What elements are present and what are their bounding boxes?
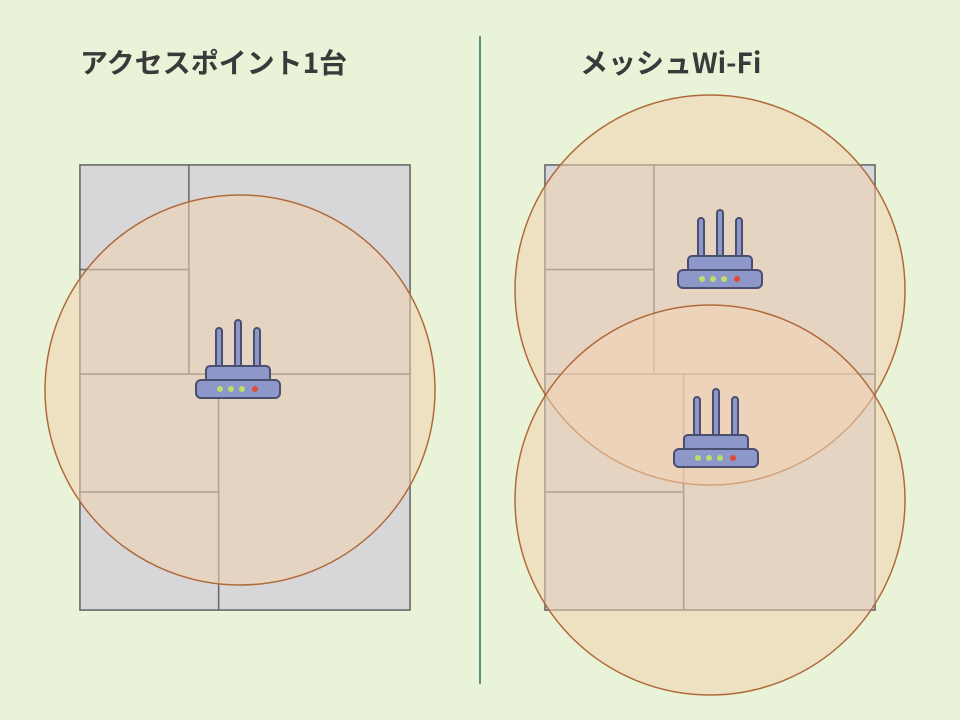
title-left-single-ap: アクセスポイント1台 [80, 42, 347, 82]
coverage-group-right [515, 95, 905, 695]
coverage-circle-right-1 [515, 305, 905, 695]
title-right-mesh-wifi: メッシュWi-Fi [580, 42, 761, 82]
diagram-stage: アクセスポイント1台 メッシュWi-Fi [0, 0, 960, 720]
diagram-svg [0, 0, 960, 720]
